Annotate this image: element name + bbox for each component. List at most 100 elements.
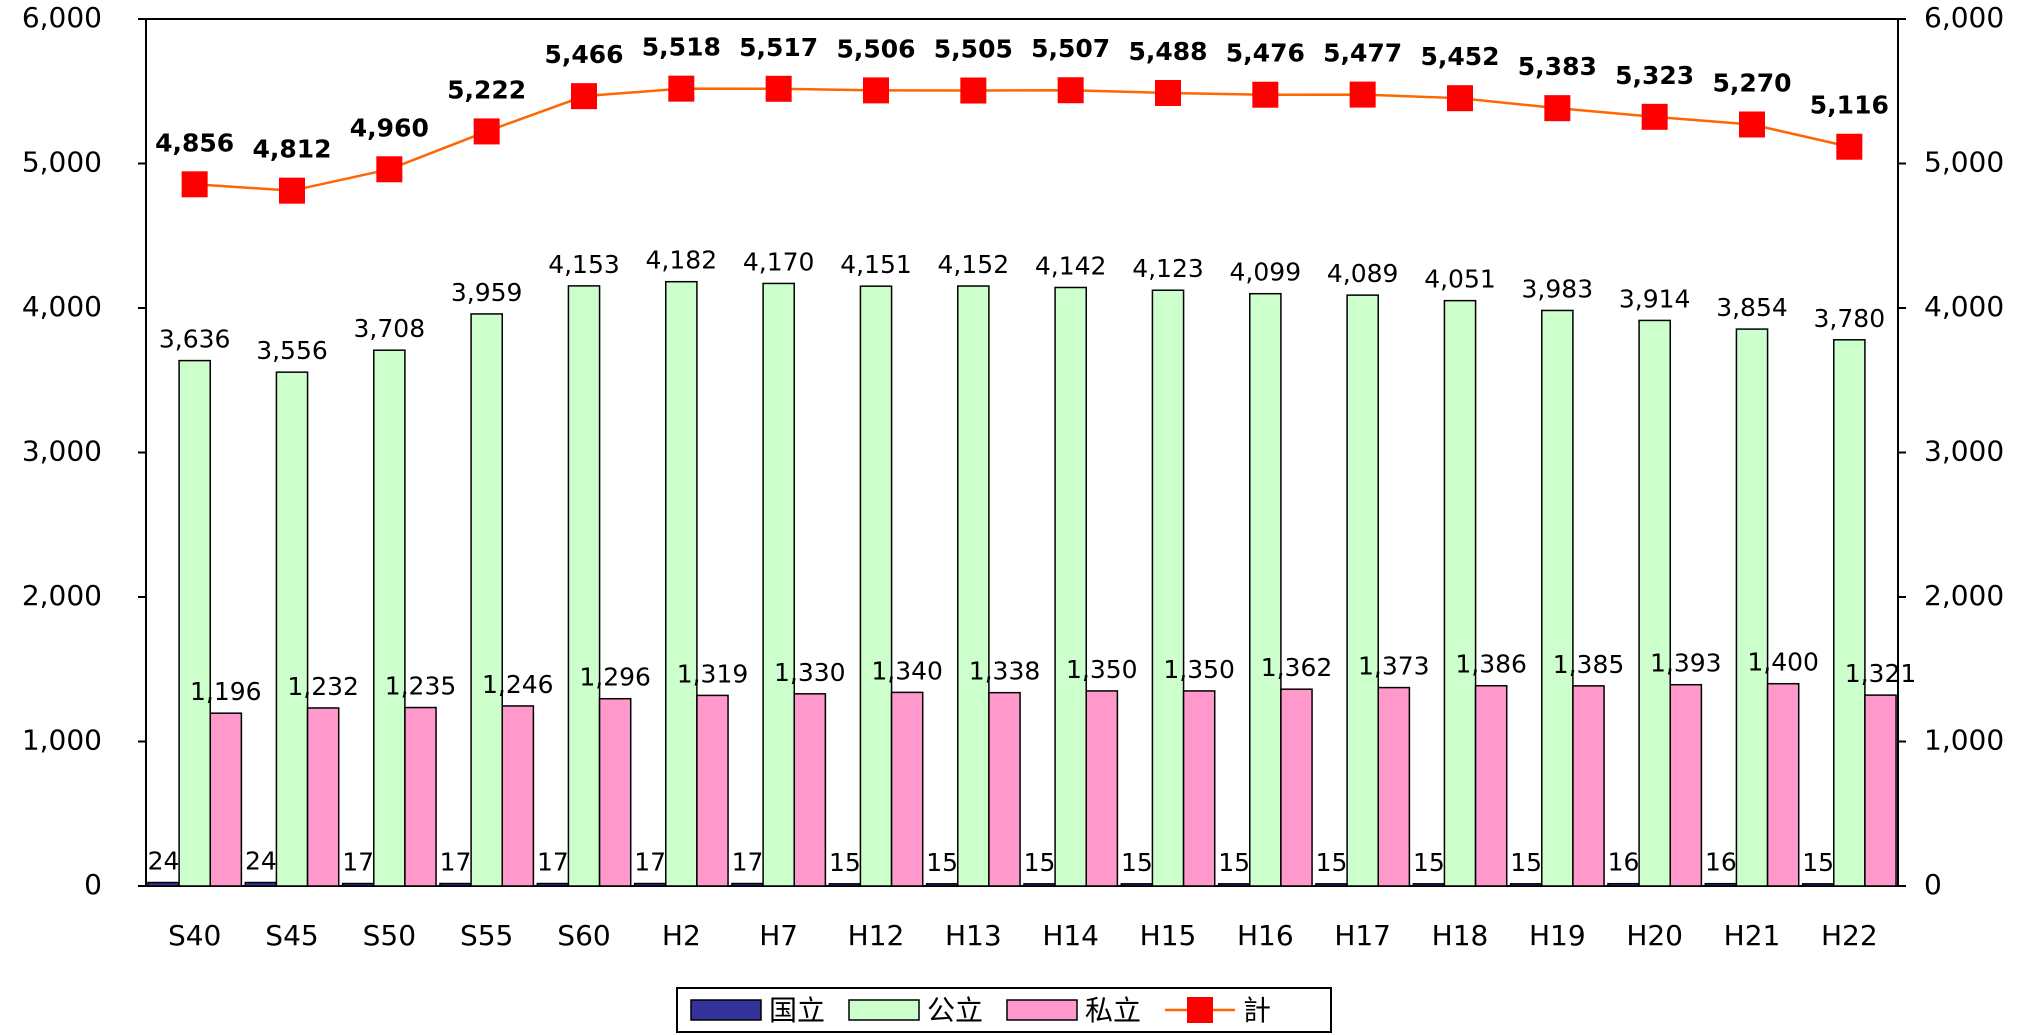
bar [793,693,827,887]
y2-tick-label: 5,000 [1924,146,2004,179]
data-label: 16 [1608,848,1640,877]
bar [439,882,472,887]
bar [1704,882,1738,887]
data-label: 17 [732,848,764,877]
data-label: 1,362 [1261,653,1333,682]
x-tick-label: H19 [1529,919,1586,952]
bar [1833,339,1866,887]
bar [890,691,924,887]
bar [957,285,990,887]
x-tick-label: H18 [1432,919,1489,952]
data-label: 1,196 [190,677,262,706]
data-label: 17 [537,848,569,877]
data-label: 4,960 [350,113,429,142]
x-tick-label: S60 [557,919,610,952]
bar [988,691,1021,887]
data-label: 15 [1024,848,1056,877]
data-label: 1,319 [677,659,749,688]
legend-label: 計 [1243,994,1271,1027]
y2-tick-label: 4,000 [1924,290,2004,323]
data-label: 4,812 [252,135,331,164]
x-tick-label: H17 [1334,919,1391,952]
data-label: 1,321 [1845,659,1917,688]
bar [1120,883,1154,887]
data-label: 5,116 [1810,91,1889,120]
y2-tick-label: 0 [1924,868,1942,901]
total-marker [1447,85,1473,112]
bar [1054,286,1087,887]
x-tick-label: H12 [848,919,905,952]
data-label: 1,232 [287,672,359,701]
data-label: 24 [245,847,277,876]
data-label: 5,506 [836,34,915,63]
bar [1638,319,1671,887]
total-marker [1349,81,1376,108]
bar [373,349,406,887]
y-tick-label: 3,000 [22,435,102,468]
x-tick-label: S50 [363,919,416,952]
data-label: 5,518 [642,33,721,62]
data-label: 17 [634,848,666,877]
bar [1735,328,1769,887]
data-label: 15 [829,848,861,877]
y-tick-label: 2,000 [22,579,102,612]
data-label: 17 [440,848,472,877]
total-marker [376,156,403,183]
bar [1412,883,1446,887]
data-label: 4,089 [1327,259,1399,288]
bar [762,282,795,887]
data-label: 3,854 [1716,293,1788,322]
bar [598,697,632,887]
data-label: 5,323 [1615,61,1694,90]
data-label: 4,153 [548,250,620,279]
total-marker [1739,111,1765,138]
bar [1801,883,1835,887]
bar [1766,682,1800,887]
y2-tick-label: 2,000 [1924,579,2004,612]
data-label: 16 [1705,848,1737,877]
data-label: 4,123 [1132,254,1204,283]
x-tick-label: H13 [945,919,1002,952]
total-marker [668,75,695,102]
bar [1541,309,1574,887]
data-label: 1,296 [579,663,651,692]
data-label: 5,507 [1031,34,1110,63]
data-label: 3,959 [451,278,523,307]
bar [1377,686,1411,887]
bar [470,313,503,887]
legend-label: 国立 [769,994,825,1027]
bar [1182,690,1216,887]
data-label: 5,466 [544,40,623,69]
bar [925,883,959,887]
bar [536,882,570,887]
bar [633,882,667,887]
total-marker [473,118,500,145]
bar [1572,685,1605,887]
total-marker [863,77,889,104]
data-label: 5,270 [1712,68,1791,97]
bar [1864,694,1897,887]
total-marker [1836,133,1863,160]
data-label: 4,151 [840,250,912,279]
data-label: 1,338 [969,657,1041,686]
bar [178,359,211,887]
data-label: 1,246 [482,670,554,699]
total-marker [1544,95,1571,122]
total-marker [1155,79,1181,106]
bar [341,882,375,887]
data-label: 3,556 [256,336,328,365]
total-marker [960,77,987,104]
bar [404,706,437,887]
y-tick-label: 6,000 [22,1,102,34]
x-tick-label: S45 [265,919,318,952]
bar [1151,289,1185,887]
bar [731,882,764,887]
data-label: 4,099 [1230,258,1302,287]
bar [275,371,309,887]
total-marker [1057,77,1084,104]
y-tick-label: 4,000 [22,290,102,323]
x-tick-label: H2 [662,919,701,952]
data-label: 3,914 [1619,284,1691,313]
x-tick-label: H16 [1237,919,1294,952]
legend-label: 私立 [1085,994,1141,1027]
